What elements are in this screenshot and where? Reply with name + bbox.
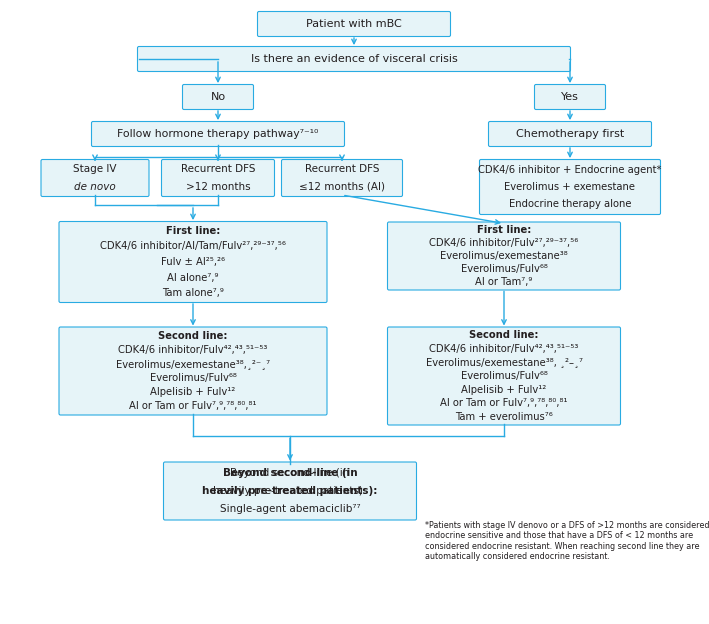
Text: de novo: de novo [74,182,116,192]
Text: Everolimus/exemestane³⁸: Everolimus/exemestane³⁸ [440,251,568,261]
FancyBboxPatch shape [59,222,327,303]
Text: Single-agent abemaciclib⁷⁷: Single-agent abemaciclib⁷⁷ [220,504,360,514]
FancyBboxPatch shape [41,160,149,197]
Text: CDK4/6 inhibitor/Fulv²⁷,²⁹⁻³⁷,⁵⁶: CDK4/6 inhibitor/Fulv²⁷,²⁹⁻³⁷,⁵⁶ [430,238,579,248]
Text: Tam + everolimus⁷⁶: Tam + everolimus⁷⁶ [455,412,553,422]
Text: Endocrine therapy alone: Endocrine therapy alone [509,199,631,209]
Text: First line:: First line: [166,226,220,236]
Text: Second line:: Second line: [469,330,539,340]
Text: Alpelisib + Fulv¹²: Alpelisib + Fulv¹² [150,388,235,397]
Text: Everolimus/Fulv⁶⁸: Everolimus/Fulv⁶⁸ [150,373,236,383]
Text: >12 months: >12 months [186,182,250,192]
Text: CDK4/6 inhibitor + Endocrine agent*: CDK4/6 inhibitor + Endocrine agent* [479,165,661,175]
FancyBboxPatch shape [535,84,605,109]
FancyBboxPatch shape [182,84,254,109]
Text: heavily pre-treated patients):: heavily pre-treated patients): [202,486,378,496]
FancyBboxPatch shape [257,11,450,36]
Text: Fulv ± AI²⁵,²⁶: Fulv ± AI²⁵,²⁶ [161,257,225,267]
Text: CDK4/6 inhibitor/Fulv⁴²,⁴³,⁵¹⁻⁵³: CDK4/6 inhibitor/Fulv⁴²,⁴³,⁵¹⁻⁵³ [430,344,579,354]
FancyBboxPatch shape [162,160,274,197]
Text: First line:: First line: [477,225,531,235]
FancyBboxPatch shape [91,122,345,147]
Text: Beyond second-line (in: Beyond second-line (in [223,467,357,477]
Text: Stage IV: Stage IV [73,165,117,175]
Text: *Patients with stage IV denovo or a DFS of >12 months are considered
endocrine s: *Patients with stage IV denovo or a DFS … [425,521,709,561]
Text: Everolimus/exemestane³⁸,¸²⁻¸⁷: Everolimus/exemestane³⁸,¸²⁻¸⁷ [116,359,270,369]
Text: Is there an evidence of visceral crisis: Is there an evidence of visceral crisis [250,54,457,64]
Text: Everolimus/Fulv⁶⁸: Everolimus/Fulv⁶⁸ [461,264,547,274]
Text: AI alone⁷,⁹: AI alone⁷,⁹ [167,273,219,283]
Text: AI or Tam or Fulv⁷,⁹,⁷⁸,⁸⁰,⁸¹: AI or Tam or Fulv⁷,⁹,⁷⁸,⁸⁰,⁸¹ [440,398,568,408]
FancyBboxPatch shape [388,327,620,425]
Text: AI or Tam or Fulv⁷,⁹,⁷⁸,⁸⁰,⁸¹: AI or Tam or Fulv⁷,⁹,⁷⁸,⁸⁰,⁸¹ [129,401,257,411]
Text: AI or Tam⁷,⁹: AI or Tam⁷,⁹ [475,277,532,287]
Text: No: No [211,92,225,102]
FancyBboxPatch shape [59,327,327,415]
Text: Alpelisib + Fulv¹²: Alpelisib + Fulv¹² [462,384,547,394]
FancyBboxPatch shape [164,462,416,520]
FancyBboxPatch shape [489,122,652,147]
FancyBboxPatch shape [281,160,403,197]
FancyBboxPatch shape [479,160,661,215]
Text: Follow hormone therapy pathway⁷⁻¹⁰: Follow hormone therapy pathway⁷⁻¹⁰ [117,129,318,139]
Text: heavily pre-treated patients):: heavily pre-treated patients): [213,486,367,496]
Text: Beyond second-line (in: Beyond second-line (in [230,467,350,477]
Text: Everolimus + exemestane: Everolimus + exemestane [505,182,635,192]
Text: Everolimus/Fulv⁶⁸: Everolimus/Fulv⁶⁸ [461,371,547,381]
Text: Chemotherapy first: Chemotherapy first [516,129,624,139]
Text: Recurrent DFS: Recurrent DFS [181,165,255,175]
Text: Everolimus/exemestane³⁸, ¸²–¸⁷: Everolimus/exemestane³⁸, ¸²–¸⁷ [425,358,583,368]
Text: CDK4/6 inhibitor/AI/Tam/Fulv²⁷,²⁹⁻³⁷,⁵⁶: CDK4/6 inhibitor/AI/Tam/Fulv²⁷,²⁹⁻³⁷,⁵⁶ [100,241,286,251]
Text: Recurrent DFS: Recurrent DFS [305,165,379,175]
Text: CDK4/6 inhibitor/Fulv⁴²,⁴³,⁵¹⁻⁵³: CDK4/6 inhibitor/Fulv⁴²,⁴³,⁵¹⁻⁵³ [118,344,268,355]
FancyBboxPatch shape [138,47,571,72]
Text: ≤12 months (AI): ≤12 months (AI) [299,182,385,192]
Text: Tam alone⁷,⁹: Tam alone⁷,⁹ [162,288,224,298]
FancyBboxPatch shape [388,222,620,290]
Text: Patient with mBC: Patient with mBC [306,19,402,29]
Text: Yes: Yes [561,92,579,102]
Text: Second line:: Second line: [158,331,228,341]
